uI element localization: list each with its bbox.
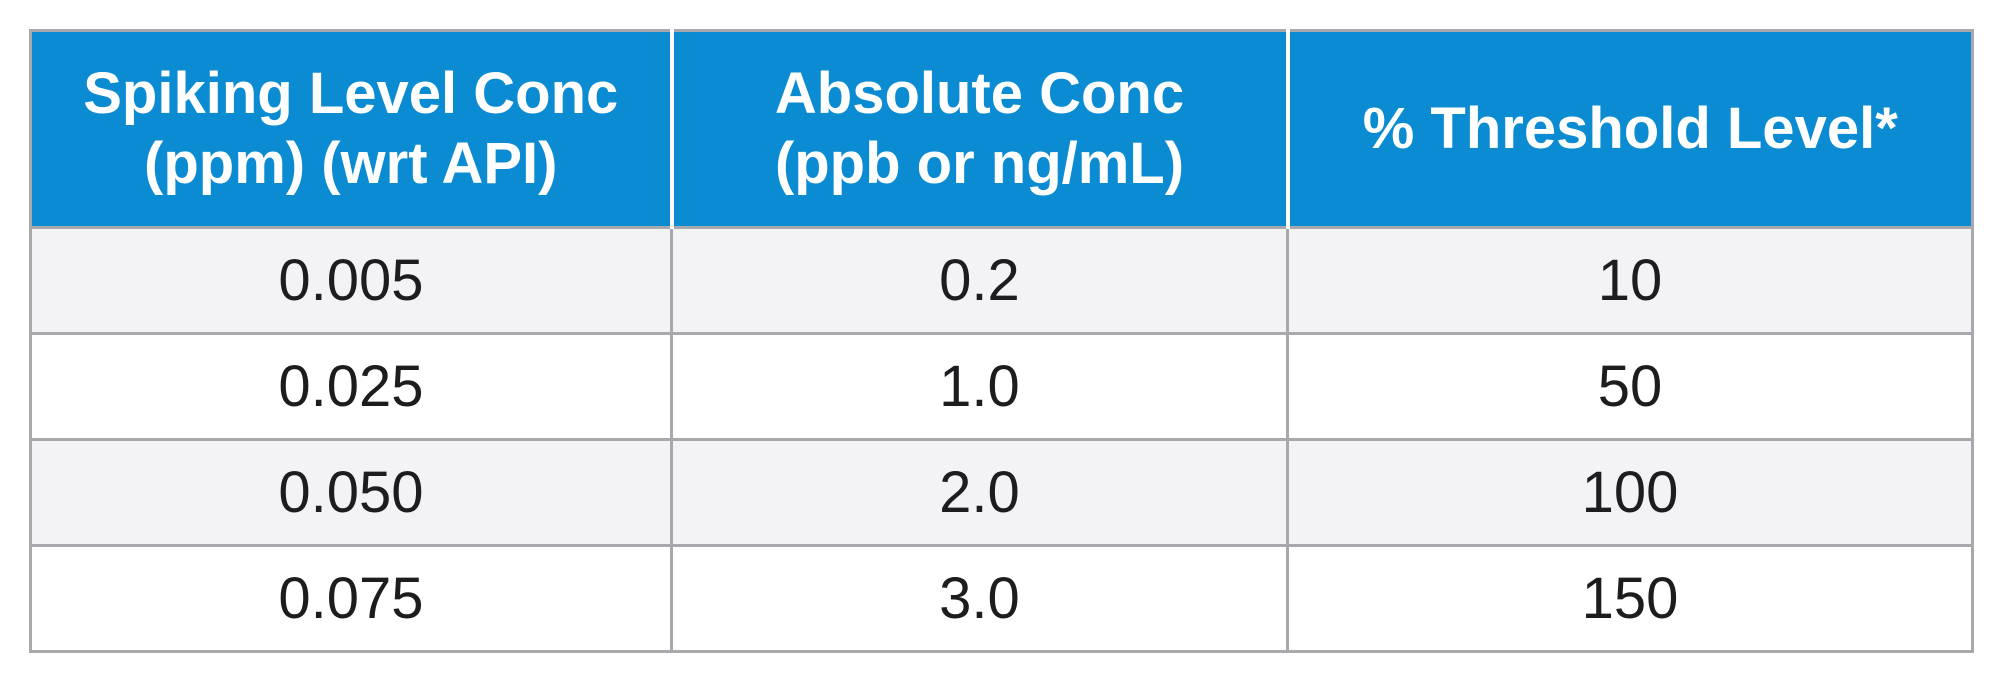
- header-cell: Spiking Level Conc (ppm) (wrt API): [29, 29, 673, 229]
- table-cell: 50: [1286, 332, 1974, 441]
- table-cell: 150: [1286, 544, 1974, 653]
- table-cell: 2.0: [670, 438, 1289, 547]
- table-cell: 3.0: [670, 544, 1289, 653]
- table-cell: 10: [1286, 226, 1974, 335]
- table-cell: 0.025: [29, 332, 673, 441]
- table-container: Spiking Level Conc (ppm) (wrt API) Absolut…: [29, 29, 1974, 653]
- table-row: 0.005 0.2 10: [29, 226, 1974, 335]
- data-table: Spiking Level Conc (ppm) (wrt API) Absolut…: [29, 29, 1974, 653]
- table-row: 0.075 3.0 150: [29, 544, 1974, 653]
- header-text: % Threshold Level*: [1362, 96, 1898, 161]
- header-row: Spiking Level Conc (ppm) (wrt API) Absolut…: [29, 29, 1974, 229]
- header-text: Absolute Conc: [774, 61, 1185, 126]
- header-text: (ppm) (wrt API): [144, 131, 558, 196]
- table-cell: 0.2: [670, 226, 1289, 335]
- table-body: 0.005 0.2 10 0.025 1.0 50 0.050 2.0 100 0.075 3.0 1…: [29, 226, 1974, 653]
- table-cell: 100: [1286, 438, 1974, 547]
- table-row: 0.025 1.0 50: [29, 332, 1974, 441]
- header-cell: Absolute Conc (ppb or ng/mL): [669, 29, 1289, 229]
- table-cell: 1.0: [670, 332, 1289, 441]
- table-cell: 0.075: [29, 544, 673, 653]
- table-cell: 0.005: [29, 226, 673, 335]
- table-row: 0.050 2.0 100: [29, 438, 1974, 547]
- header-text: Spiking Level Conc: [83, 61, 619, 126]
- header-cell: % Threshold Level*: [1285, 29, 1974, 229]
- table-cell: 0.050: [29, 438, 673, 547]
- header-text: (ppb or ng/mL): [774, 131, 1185, 196]
